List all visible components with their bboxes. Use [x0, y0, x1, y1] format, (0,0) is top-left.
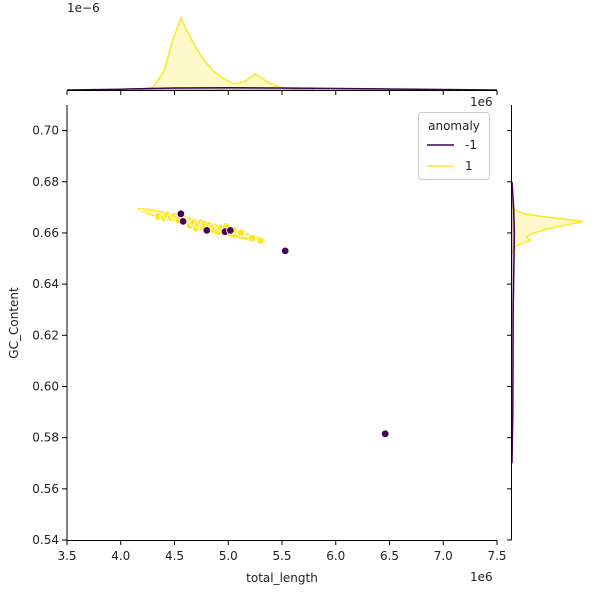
top-marginal-plot: 1e−6: [66, 1, 498, 95]
x-axis-ticks: 3.5 4.0 4.5 5.0 5.5 6.0 6.5 7.0 7.5: [57, 540, 507, 563]
y-tick-label: 0.62: [32, 328, 59, 342]
y-tick-label: 0.66: [32, 226, 59, 240]
legend-frame: [418, 112, 490, 180]
top-density-line: [136, 16, 315, 91]
right-offset-label: 1e6: [470, 95, 493, 109]
y-tick-label: 0.64: [32, 277, 59, 291]
x-tick-label: 7.0: [434, 549, 453, 563]
scatter-point-anomaly-neg1: [202, 226, 211, 235]
x-tick-label: 5.0: [219, 549, 238, 563]
scatter-point-anomaly-neg1: [176, 209, 186, 218]
legend: anomaly -1 1: [418, 112, 490, 180]
y-axis-ticks: 0.54 0.56 0.58 0.60 0.62 0.64 0.66 0.68 0.70: [32, 124, 67, 547]
scatter-point-anomaly-1: [236, 228, 246, 238]
legend-label-neg1: -1: [465, 138, 477, 152]
x-tick-label: 4.0: [111, 549, 130, 563]
y-tick-label: 0.56: [32, 482, 59, 496]
top-offset-label: 1e−6: [67, 1, 100, 15]
top-density-line: [66, 86, 498, 91]
scatter-point-anomaly-neg1: [226, 226, 235, 235]
x-axis-label: total_length: [246, 571, 318, 585]
x-offset-label: 1e6: [470, 570, 493, 584]
scatter-point-anomaly-neg1: [178, 217, 188, 226]
y-tick-label: 0.68: [32, 175, 59, 189]
right-density-line: [511, 204, 584, 254]
scatter-point-anomaly-1: [256, 236, 265, 245]
right-density-fill: [512, 204, 583, 254]
y-tick-label: 0.58: [32, 431, 59, 445]
scatter-point-anomaly-neg1: [281, 246, 290, 256]
x-tick-label: 6.0: [326, 549, 345, 563]
top-density-fill: [136, 18, 315, 90]
y-axis-label: GC_Content: [7, 287, 21, 359]
y-tick-label: 0.60: [32, 379, 59, 393]
y-tick-label: 0.54: [32, 533, 59, 547]
x-tick-label: 5.5: [272, 549, 291, 563]
y-tick-label: 0.70: [32, 124, 59, 138]
x-tick-label: 3.5: [57, 549, 76, 563]
scatter-point-anomaly-1: [247, 233, 257, 243]
right-density-line: [511, 181, 516, 464]
x-tick-label: 6.5: [380, 549, 399, 563]
x-tick-label: 7.5: [487, 549, 506, 563]
scatter-point-anomaly-neg1: [381, 429, 390, 438]
main-scatter-plot: 3.5 4.0 4.5 5.0 5.5 6.0 6.5 7.0 7.5 0.54 0.56 0.58…: [7, 105, 507, 585]
right-marginal-plot: 1e6: [470, 95, 584, 541]
legend-label-1: 1: [465, 159, 473, 173]
legend-title: anomaly: [428, 119, 480, 133]
x-tick-label: 4.5: [165, 549, 184, 563]
scatter-points: [154, 209, 390, 438]
